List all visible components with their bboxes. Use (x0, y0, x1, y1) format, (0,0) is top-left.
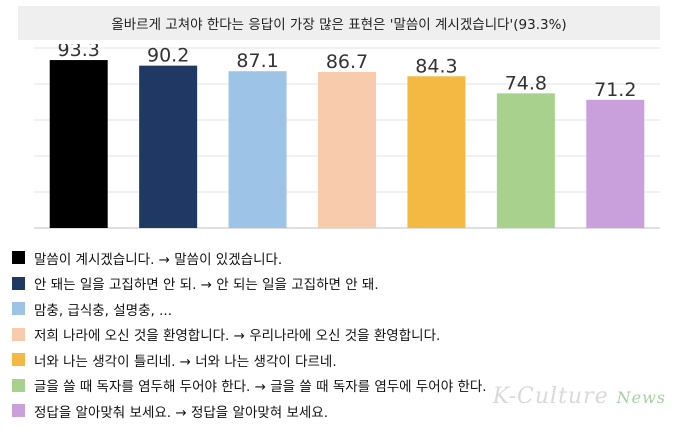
legend-item: 글을 쓸 때 독자를 염두해 두어야 한다. → 글을 쓸 때 독자를 염두에 … (12, 373, 672, 399)
watermark-text: K-Culture (492, 384, 609, 409)
legend-label: 저희 나라에 오신 것을 환영합니다. → 우리나라에 오신 것을 환영합니다. (34, 328, 441, 345)
legend-swatch (12, 302, 25, 316)
bar (139, 65, 198, 228)
data-label: 90.2 (147, 45, 189, 67)
legend-item: 너와 나는 생각이 틀리네. → 너와 나는 생각이 다르네. (12, 347, 672, 373)
legend-swatch (12, 378, 25, 392)
chart-title-bar: 올바르게 고쳐야 한다는 응답이 가장 많은 표현은 '말씀이 계시겠습니다'(… (18, 6, 660, 40)
legend-swatch (12, 327, 25, 341)
chart-title: 올바르게 고쳐야 한다는 응답이 가장 많은 표현은 '말씀이 계시겠습니다'(… (111, 17, 567, 33)
bar (318, 71, 376, 228)
bar (49, 60, 108, 228)
legend-item: 저희 나라에 오신 것을 환영합니다. → 우리나라에 오신 것을 환영합니다. (12, 322, 672, 348)
data-label: 87.1 (236, 50, 278, 72)
legend-swatch (12, 251, 25, 265)
data-label: 84.3 (415, 55, 457, 77)
data-label: 93.3 (58, 44, 100, 61)
watermark-accent: News (616, 388, 666, 407)
legend-label: 말씀이 계시겠습니다. → 말씀이 있겠습니다. (34, 251, 283, 268)
legend-label: 너와 나는 생각이 틀리네. → 너와 나는 생각이 다르네. (34, 353, 337, 370)
bar (407, 76, 466, 228)
bar (586, 99, 645, 228)
data-label: 74.8 (505, 72, 547, 94)
legend-label: 글을 쓸 때 독자를 염두해 두어야 한다. → 글을 쓸 때 독자를 염두에 … (34, 379, 487, 396)
legend-item: 정답을 알아맞춰 보세요. → 정답을 알아맞혀 보세요. (12, 398, 672, 424)
watermark-logo: K-Culture News (493, 384, 666, 409)
legend-label: 맘충, 급식충, 설명충, ... (34, 302, 172, 319)
data-label: 71.2 (594, 79, 636, 101)
bar (496, 93, 555, 228)
legend-label: 안 돼는 일을 고집하면 안 되. → 안 되는 일을 고집하면 안 돼. (34, 277, 379, 294)
legend-swatch (12, 404, 25, 418)
data-label: 86.7 (326, 51, 368, 73)
bar (228, 71, 287, 228)
legend-swatch (12, 276, 25, 290)
legend-label: 정답을 알아맞춰 보세요. → 정답을 알아맞혀 보세요. (34, 404, 329, 421)
bar-chart: 93.3 90.2 87.1 86.7 84.3 74.8 71.2 (34, 44, 660, 229)
legend-item: 말씀이 계시겠습니다. → 말씀이 있겠습니다. (12, 245, 672, 271)
legend-item: 맘충, 급식충, 설명충, ... (12, 296, 672, 322)
legend-item: 안 돼는 일을 고집하면 안 되. → 안 되는 일을 고집하면 안 돼. (12, 271, 672, 297)
legend: 말씀이 계시겠습니다. → 말씀이 있겠습니다. 안 돼는 일을 고집하면 안 되… (12, 245, 672, 424)
legend-swatch (12, 353, 25, 367)
